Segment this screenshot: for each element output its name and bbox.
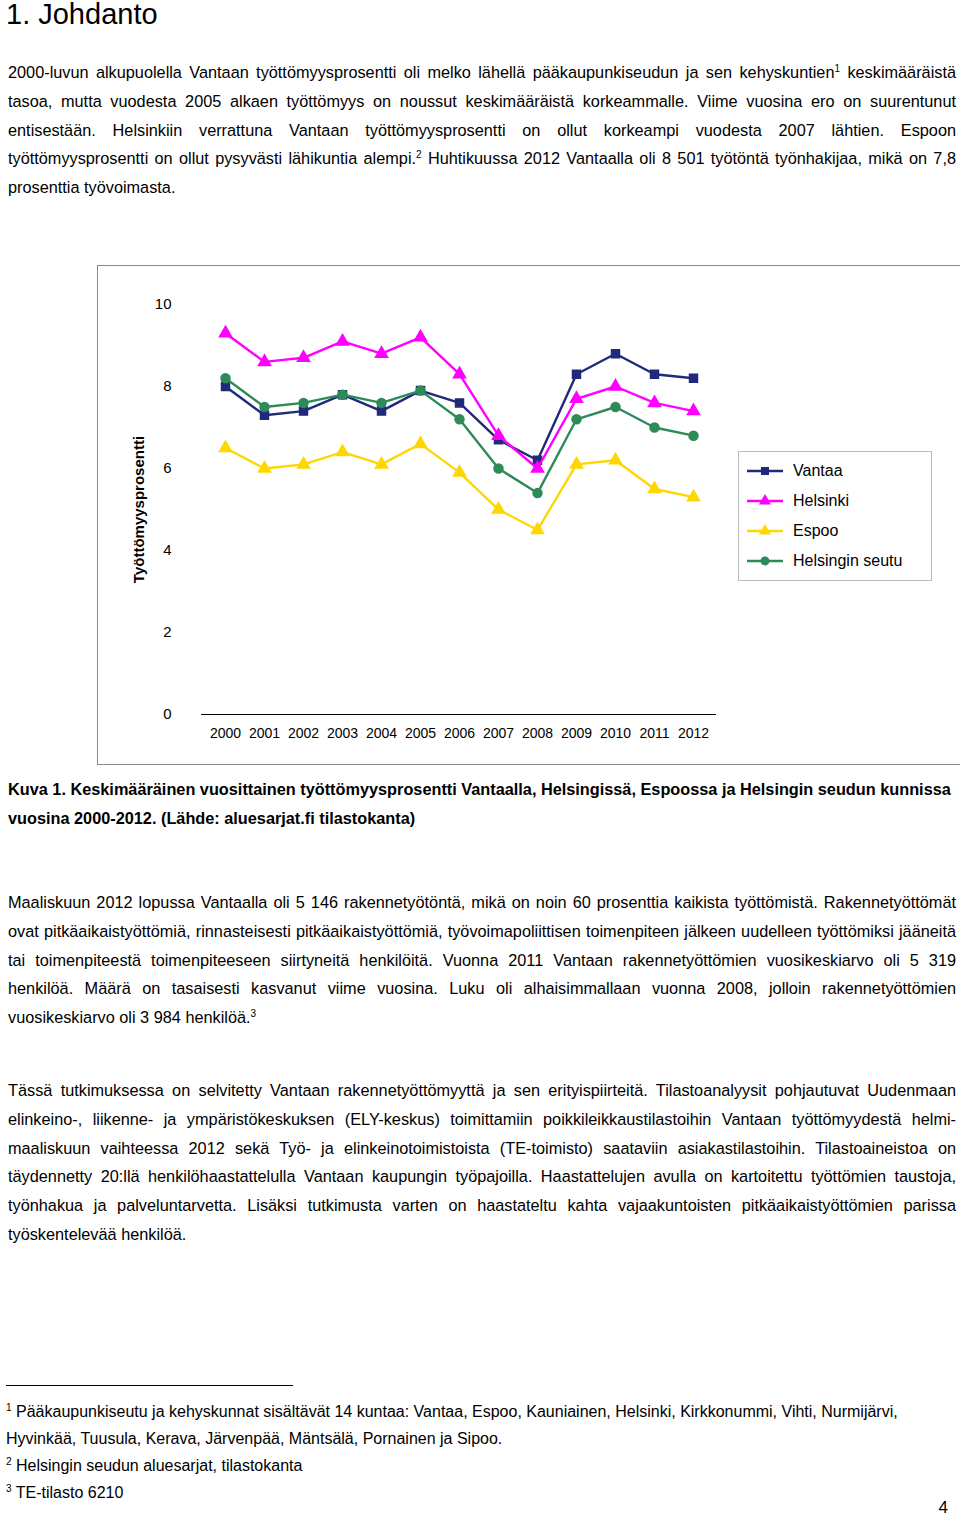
html-text:Vantaa: Vantaa — [793, 462, 843, 479]
html-text:2000-luvun alkupuolella Vantaa: 2000-luvun alkupuolella Vantaan työttömy… — [8, 62, 956, 197]
svg-text:4: 4 — [163, 541, 171, 558]
svg-text:8: 8 — [163, 377, 171, 394]
svg-text:2004: 2004 — [366, 725, 397, 741]
svg-text:2010: 2010 — [600, 725, 631, 741]
html-text:2Helsingin seudun aluesarjat,: 2Helsingin seudun aluesarjat, tilastokan… — [6, 1455, 303, 1474]
html-text:4: 4 — [938, 1498, 948, 1517]
svg-text:2006: 2006 — [444, 725, 475, 741]
svg-text:10: 10 — [155, 295, 172, 312]
svg-text:0: 0 — [163, 705, 171, 722]
html-text:1Pääkaupunkiseutu ja kehyskunn: 1Pääkaupunkiseutu ja kehyskunnat sisältä… — [6, 1401, 898, 1447]
svg-text:6: 6 — [163, 459, 171, 476]
html-text:Maaliskuun 2012 lopussa Vantaa: Maaliskuun 2012 lopussa Vantaalla oli 5 … — [8, 893, 956, 1027]
svg-text:2: 2 — [163, 623, 171, 640]
html-text:3TE-tilasto 6210: 3TE-tilasto 6210 — [6, 1482, 124, 1501]
svg-text:2005: 2005 — [405, 725, 436, 741]
html-text:Helsinki: Helsinki — [793, 492, 849, 509]
html-text:Helsingin seutu: Helsingin seutu — [793, 552, 903, 569]
svg-text:2011: 2011 — [639, 725, 669, 741]
svg-text:2008: 2008 — [522, 725, 553, 741]
html-text:Tässä tutkimuksessa on selvite: Tässä tutkimuksessa on selvitetty Vantaa… — [8, 1081, 956, 1243]
svg-text:2001: 2001 — [249, 725, 280, 741]
svg-text:Työttömyysprosentti: Työttömyysprosentti — [130, 436, 147, 583]
svg-text:2003: 2003 — [327, 725, 358, 741]
svg-text:2012: 2012 — [678, 725, 709, 741]
svg-text:2009: 2009 — [561, 725, 592, 741]
html-text:Espoo: Espoo — [793, 522, 839, 539]
svg-text:2002: 2002 — [288, 725, 319, 741]
svg-text:2007: 2007 — [483, 725, 514, 741]
html-text:Kuva 1. Keskimääräinen vuositt: Kuva 1. Keskimääräinen vuosittainen työt… — [8, 780, 951, 827]
svg-text:2000: 2000 — [210, 725, 241, 741]
